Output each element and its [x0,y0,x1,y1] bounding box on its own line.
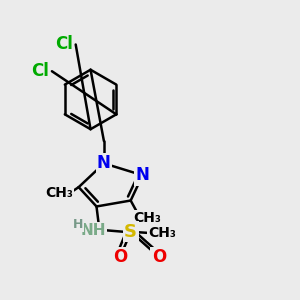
Text: N: N [97,154,111,172]
Text: CH₃: CH₃ [45,186,73,200]
Text: CH₃: CH₃ [133,212,161,225]
Text: N: N [136,166,149,184]
Text: Cl: Cl [55,35,73,53]
Text: H: H [73,218,83,231]
Text: CH₃: CH₃ [148,226,176,240]
Text: S: S [124,223,137,241]
Text: N: N [97,154,111,172]
Text: NH: NH [81,223,106,238]
Text: O: O [152,248,166,266]
Text: O: O [113,248,127,266]
Text: Cl: Cl [31,62,49,80]
Text: N: N [136,166,149,184]
